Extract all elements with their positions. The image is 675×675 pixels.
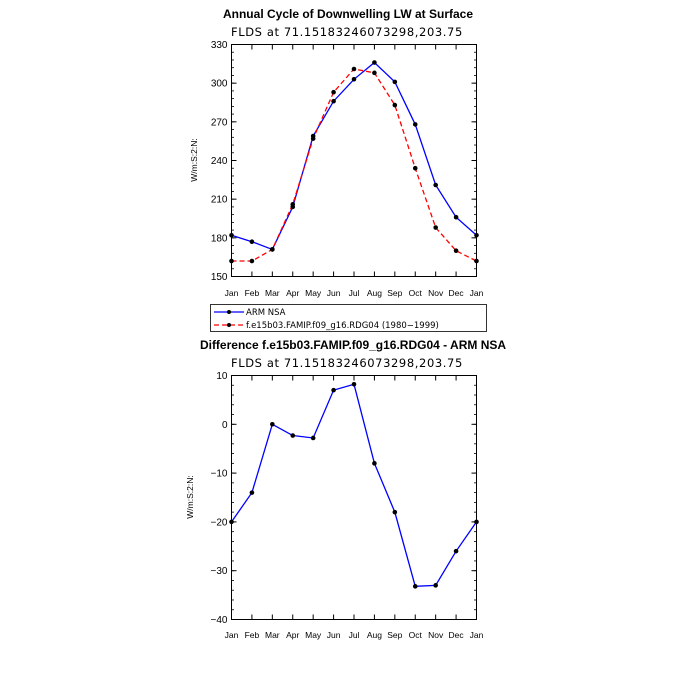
legend-marker-model: [227, 323, 231, 327]
top-x-tick-label: Jan: [470, 288, 484, 298]
top-x-tick-label: Jan: [225, 288, 239, 298]
top-y-tick-label: 330: [211, 40, 228, 51]
bottom-series-0-line: [230, 383, 478, 587]
bottom-series-0-point: [453, 548, 459, 554]
top-x-tick-label: Dec: [449, 288, 465, 298]
top-x-tick-label: May: [305, 288, 322, 298]
top-panel: Annual Cycle of Downwelling LW at Surfac…: [189, 7, 484, 298]
bottom-series-0-point: [310, 435, 316, 441]
top-series-0-point: [453, 214, 459, 220]
bottom-x-tick-label: Jul: [349, 630, 360, 640]
top-y-tick-label: 150: [211, 272, 228, 283]
top-series-0-point: [433, 182, 438, 188]
bottom-plot-frame: [231, 375, 477, 620]
bottom-x-tick-label: May: [305, 630, 322, 640]
bottom-y-tick-label: −20: [211, 517, 228, 528]
legend-label-model: f.e15b03.FAMIP.f09_g16.RDG04 (1980−1999): [246, 321, 439, 331]
top-y-tick-label: 180: [211, 233, 228, 244]
top-series-1-point: [433, 225, 438, 230]
legend: ARM NSA f.e15b03.FAMIP.f09_g16.RDG04 (19…: [210, 304, 487, 332]
legend-marker-arm: [227, 310, 231, 314]
top-x-tick-label: Mar: [265, 288, 280, 298]
bottom-y-tick-label: −10: [211, 469, 228, 480]
bottom-series-0-point: [351, 381, 357, 387]
top-series-0-point: [412, 122, 418, 127]
top-x-tick-label: Oct: [409, 288, 423, 298]
top-series-0-line: [231, 61, 477, 251]
bottom-y-axis-label: W/m:S:2:N:: [185, 475, 195, 518]
top-x-tick-label: Sep: [387, 288, 402, 298]
bottom-series-0-point: [290, 433, 296, 438]
bottom-chart-subtitle: FLDS at 71.15183246073298,203.75: [231, 356, 463, 370]
top-x-tick-label: Jun: [327, 288, 341, 298]
top-series-1-point: [453, 248, 459, 254]
top-series-1-point: [372, 70, 377, 76]
top-series-1-point: [270, 247, 275, 252]
top-axes: 150 180 210 240 270 300 330 Jan Feb Mar Apr May Jun J…: [211, 40, 484, 298]
bottom-series-layer: [229, 381, 479, 589]
top-series-0-point: [331, 98, 336, 104]
top-y-tick-label: 240: [211, 156, 228, 167]
bottom-x-tick-label: Sep: [387, 630, 402, 640]
top-y-tick-label: 300: [211, 79, 228, 90]
top-y-tick-label: 210: [211, 195, 228, 206]
top-series-1-point: [310, 136, 316, 141]
top-series-1-point: [392, 102, 398, 108]
bottom-x-tick-label: Apr: [286, 630, 299, 640]
bottom-panel: Difference f.e15b03.FAMIP.f09_g16.RDG04 …: [185, 338, 506, 640]
bottom-y-tick-label: −40: [211, 615, 228, 626]
top-series-0-point: [392, 79, 398, 85]
top-chart-title: Annual Cycle of Downwelling LW at Surfac…: [223, 7, 473, 21]
bottom-x-tick-label: Aug: [367, 630, 382, 640]
top-series-1-point: [351, 66, 357, 72]
bottom-x-tick-label: Oct: [409, 630, 423, 640]
legend-label-arm: ARM NSA: [246, 308, 286, 318]
top-y-tick-label: 270: [211, 117, 228, 128]
top-series-0-point: [351, 77, 357, 82]
top-x-tick-label: Jul: [349, 288, 360, 298]
bottom-x-tick-label: Mar: [265, 630, 280, 640]
top-x-tick-label: Feb: [245, 288, 260, 298]
top-series-0-point: [249, 239, 255, 244]
top-x-tick-label: Nov: [428, 288, 444, 298]
bottom-series-0-point: [392, 509, 398, 515]
bottom-y-tick-label: 0: [222, 420, 228, 431]
bottom-x-tick-label: Jun: [327, 630, 341, 640]
top-plot-frame: [231, 44, 477, 277]
bottom-x-tick-label: Jan: [470, 630, 484, 640]
bottom-x-tick-label: Jan: [225, 630, 239, 640]
bottom-y-tick-label: −30: [211, 566, 228, 577]
top-series-1-point: [412, 165, 418, 171]
bottom-x-tick-label: Nov: [428, 630, 444, 640]
top-series-1-point: [331, 89, 336, 95]
top-series-1-point: [249, 258, 255, 264]
bottom-series-0-point: [372, 461, 377, 466]
bottom-y-tick-label: 10: [216, 371, 228, 382]
bottom-axes: −40 −30 −20 −10 0 10 Jan Feb Mar Apr May Jun Jul Aug S…: [211, 371, 484, 640]
top-x-tick-label: Apr: [286, 288, 299, 298]
bottom-x-tick-label: Dec: [449, 630, 465, 640]
bottom-series-0-point: [433, 583, 438, 588]
bottom-chart-title: Difference f.e15b03.FAMIP.f09_g16.RDG04 …: [200, 338, 506, 352]
top-x-tick-label: Aug: [367, 288, 382, 298]
top-y-axis-label: W/m:S:2:N:: [189, 138, 199, 181]
bottom-x-tick-label: Feb: [245, 630, 260, 640]
top-series-1-point: [290, 202, 296, 207]
bottom-series-0-point: [249, 490, 255, 495]
legend-box: [210, 304, 487, 332]
top-series-0-point: [372, 60, 377, 65]
bottom-series-0-point: [331, 387, 336, 393]
top-series-1-line: [231, 68, 477, 262]
top-chart-subtitle: FLDS at 71.15183246073298,203.75: [231, 25, 463, 39]
bottom-series-0-point: [412, 584, 418, 589]
top-series-layer: [229, 60, 479, 264]
bottom-series-0-point: [270, 422, 275, 427]
